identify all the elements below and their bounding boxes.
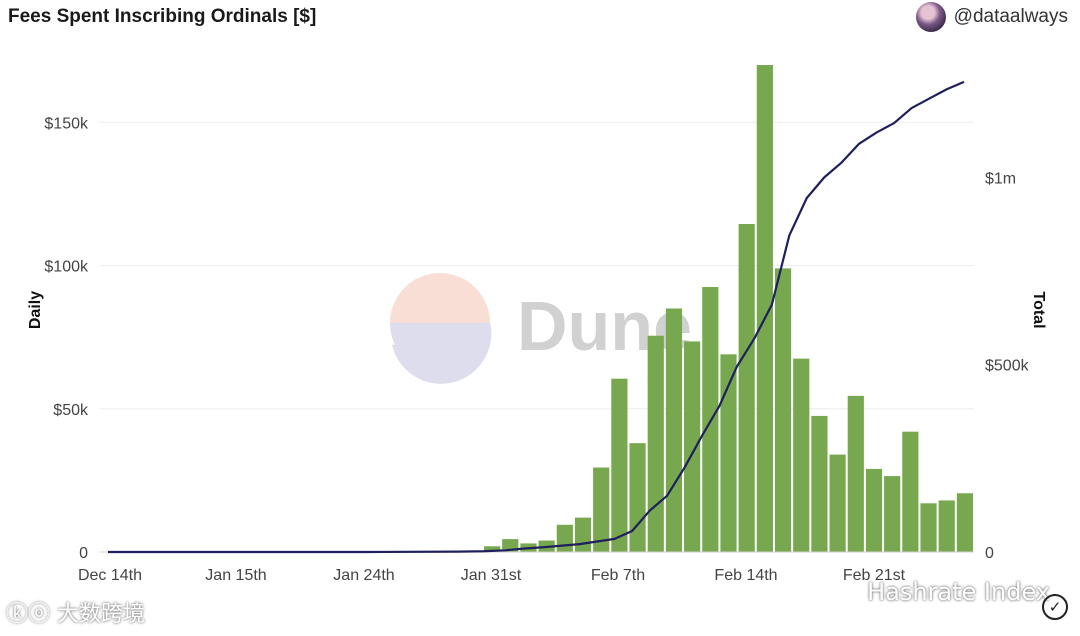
dune-watermark: Dune — [390, 273, 692, 384]
dune-logo-wedge — [392, 322, 492, 384]
y-axis-title-right: Total — [1030, 291, 1047, 328]
bar — [811, 415, 828, 552]
bar — [556, 524, 573, 552]
avatar — [915, 2, 946, 32]
x-tick-label: Dec 14th — [78, 567, 142, 584]
bar — [484, 546, 501, 552]
bar — [938, 500, 955, 552]
y-tick-label-left: $100k — [44, 259, 89, 276]
bar — [738, 223, 755, 552]
bar — [756, 65, 773, 552]
y-tick-label-left: 0 — [79, 545, 88, 562]
bar — [611, 378, 628, 552]
x-tick-label: Feb 7th — [591, 567, 645, 584]
bar — [629, 443, 646, 552]
bar — [647, 335, 664, 552]
bar — [665, 308, 683, 552]
bar — [774, 268, 792, 552]
x-tick-label: Feb 14th — [714, 567, 777, 584]
y-tick-label-left: $50k — [53, 402, 89, 419]
dune-logo-bottom — [390, 323, 490, 373]
author-name: @dataalways — [953, 6, 1068, 27]
bar — [593, 467, 610, 552]
x-tick-label: Jan 31st — [461, 567, 522, 584]
check-icon[interactable]: ✓ — [1042, 594, 1068, 620]
bar — [574, 517, 592, 552]
x-tick-label: Jan 15th — [205, 567, 266, 584]
x-tick-label: Feb 21st — [843, 567, 906, 584]
bar — [884, 476, 901, 552]
bar — [684, 341, 701, 552]
watermark-hashrate-index: Hashrate Index — [867, 578, 1050, 606]
bar — [902, 431, 919, 552]
total-line — [108, 80, 965, 554]
bar — [829, 454, 846, 552]
bar — [793, 358, 810, 552]
watermark-bottom-left: ⓚⓞ 大数跨境 — [6, 602, 145, 627]
y-axis-title-left: Daily — [27, 291, 44, 329]
y-tick-label-right: $500k — [985, 358, 1030, 375]
x-tick-label: Jan 24th — [333, 567, 394, 584]
y-tick-label-right: 0 — [985, 545, 994, 562]
y-tick-label-right: $1m — [985, 170, 1016, 187]
author-badge[interactable]: @dataalways — [915, 2, 1068, 32]
bar — [956, 493, 973, 552]
chart-title: Fees Spent Inscribing Ordinals [$] — [8, 6, 317, 27]
y-tick-label-left: $150k — [44, 115, 89, 132]
dune-watermark-text: Dune — [517, 287, 692, 365]
bar — [920, 503, 937, 552]
dune-logo-top — [390, 273, 490, 323]
bar — [847, 395, 864, 552]
bar — [720, 354, 737, 552]
bar — [865, 468, 883, 552]
